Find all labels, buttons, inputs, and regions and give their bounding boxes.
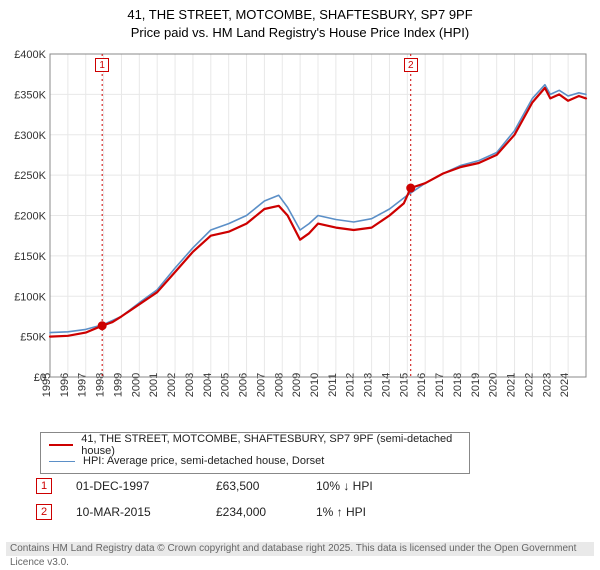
- svg-text:£250K: £250K: [14, 170, 46, 182]
- title-line-2: Price paid vs. HM Land Registry's House …: [0, 24, 600, 42]
- sale-date: 01-DEC-1997: [76, 479, 216, 493]
- footer-attribution: Contains HM Land Registry data © Crown c…: [6, 542, 594, 556]
- svg-text:1997: 1997: [77, 373, 89, 397]
- svg-text:2007: 2007: [255, 373, 267, 397]
- sale-date: 10-MAR-2015: [76, 505, 216, 519]
- sale-price: £234,000: [216, 505, 316, 519]
- sale-marker-row-1: 1 01-DEC-1997£63,50010% ↓ HPI: [36, 478, 426, 494]
- chart-marker-flag-2: 2: [404, 58, 418, 72]
- chart-container: 41, THE STREET, MOTCOMBE, SHAFTESBURY, S…: [0, 0, 600, 560]
- svg-text:2012: 2012: [345, 373, 357, 397]
- svg-text:2018: 2018: [452, 373, 464, 397]
- svg-text:2006: 2006: [238, 373, 250, 397]
- svg-text:1995: 1995: [41, 373, 53, 397]
- svg-text:2022: 2022: [523, 373, 535, 397]
- svg-text:2020: 2020: [488, 373, 500, 397]
- svg-text:2014: 2014: [380, 373, 392, 397]
- chart-marker-flag-1: 1: [95, 58, 109, 72]
- svg-text:2000: 2000: [130, 373, 142, 397]
- sale-price: £63,500: [216, 479, 316, 493]
- chart-svg: £0£50K£100K£150K£200K£250K£300K£350K£400…: [6, 48, 594, 423]
- svg-text:£150K: £150K: [14, 251, 46, 263]
- svg-text:2004: 2004: [202, 373, 214, 397]
- title-line-1: 41, THE STREET, MOTCOMBE, SHAFTESBURY, S…: [0, 6, 600, 24]
- sale-hpi-delta: 1% ↑ HPI: [316, 505, 426, 519]
- svg-text:2021: 2021: [506, 373, 518, 397]
- sale-marker-number: 2: [36, 504, 52, 520]
- svg-text:2001: 2001: [148, 373, 160, 397]
- svg-text:2009: 2009: [291, 373, 303, 397]
- sale-marker-row-2: 2 10-MAR-2015£234,0001% ↑ HPI: [36, 504, 426, 520]
- svg-text:2003: 2003: [184, 373, 196, 397]
- svg-text:1998: 1998: [95, 373, 107, 397]
- chart-area: £0£50K£100K£150K£200K£250K£300K£350K£400…: [6, 48, 594, 423]
- legend-label: HPI: Average price, semi-detached house,…: [83, 455, 324, 467]
- svg-text:£400K: £400K: [14, 49, 46, 61]
- svg-text:2005: 2005: [220, 373, 232, 397]
- svg-text:2013: 2013: [363, 373, 375, 397]
- svg-text:£350K: £350K: [14, 89, 46, 101]
- svg-text:£50K: £50K: [20, 332, 46, 344]
- svg-text:£300K: £300K: [14, 130, 46, 142]
- svg-text:2024: 2024: [559, 373, 571, 397]
- svg-text:2010: 2010: [309, 373, 321, 397]
- svg-text:2008: 2008: [273, 373, 285, 397]
- legend: 41, THE STREET, MOTCOMBE, SHAFTESBURY, S…: [40, 432, 470, 474]
- legend-swatch: [49, 444, 73, 446]
- svg-text:1996: 1996: [59, 373, 71, 397]
- svg-text:2015: 2015: [398, 373, 410, 397]
- legend-item-0: 41, THE STREET, MOTCOMBE, SHAFTESBURY, S…: [49, 437, 461, 453]
- svg-text:£100K: £100K: [14, 291, 46, 303]
- svg-text:£200K: £200K: [14, 211, 46, 223]
- sale-marker-number: 1: [36, 478, 52, 494]
- svg-text:2019: 2019: [470, 373, 482, 397]
- sale-hpi-delta: 10% ↓ HPI: [316, 479, 426, 493]
- svg-text:1999: 1999: [112, 373, 124, 397]
- svg-text:2017: 2017: [434, 373, 446, 397]
- title-block: 41, THE STREET, MOTCOMBE, SHAFTESBURY, S…: [0, 0, 600, 41]
- legend-swatch: [49, 461, 75, 462]
- legend-label: 41, THE STREET, MOTCOMBE, SHAFTESBURY, S…: [81, 433, 461, 457]
- svg-text:2023: 2023: [541, 373, 553, 397]
- svg-text:2016: 2016: [416, 373, 428, 397]
- svg-text:2002: 2002: [166, 373, 178, 397]
